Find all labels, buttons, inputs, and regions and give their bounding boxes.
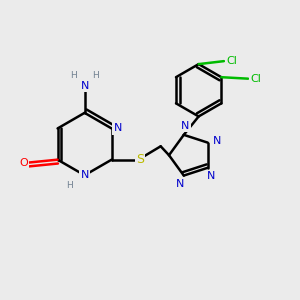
Text: Cl: Cl (226, 56, 237, 66)
Text: N: N (181, 121, 190, 131)
Text: H: H (66, 181, 73, 190)
Text: N: N (207, 171, 215, 181)
Text: O: O (19, 158, 28, 168)
Text: N: N (80, 170, 89, 180)
Text: N: N (113, 124, 122, 134)
Text: H: H (70, 70, 77, 80)
Text: N: N (176, 179, 184, 189)
Text: Cl: Cl (250, 74, 261, 84)
Text: H: H (92, 70, 99, 80)
Text: S: S (136, 153, 144, 166)
Text: N: N (80, 81, 89, 91)
Text: N: N (213, 136, 221, 146)
